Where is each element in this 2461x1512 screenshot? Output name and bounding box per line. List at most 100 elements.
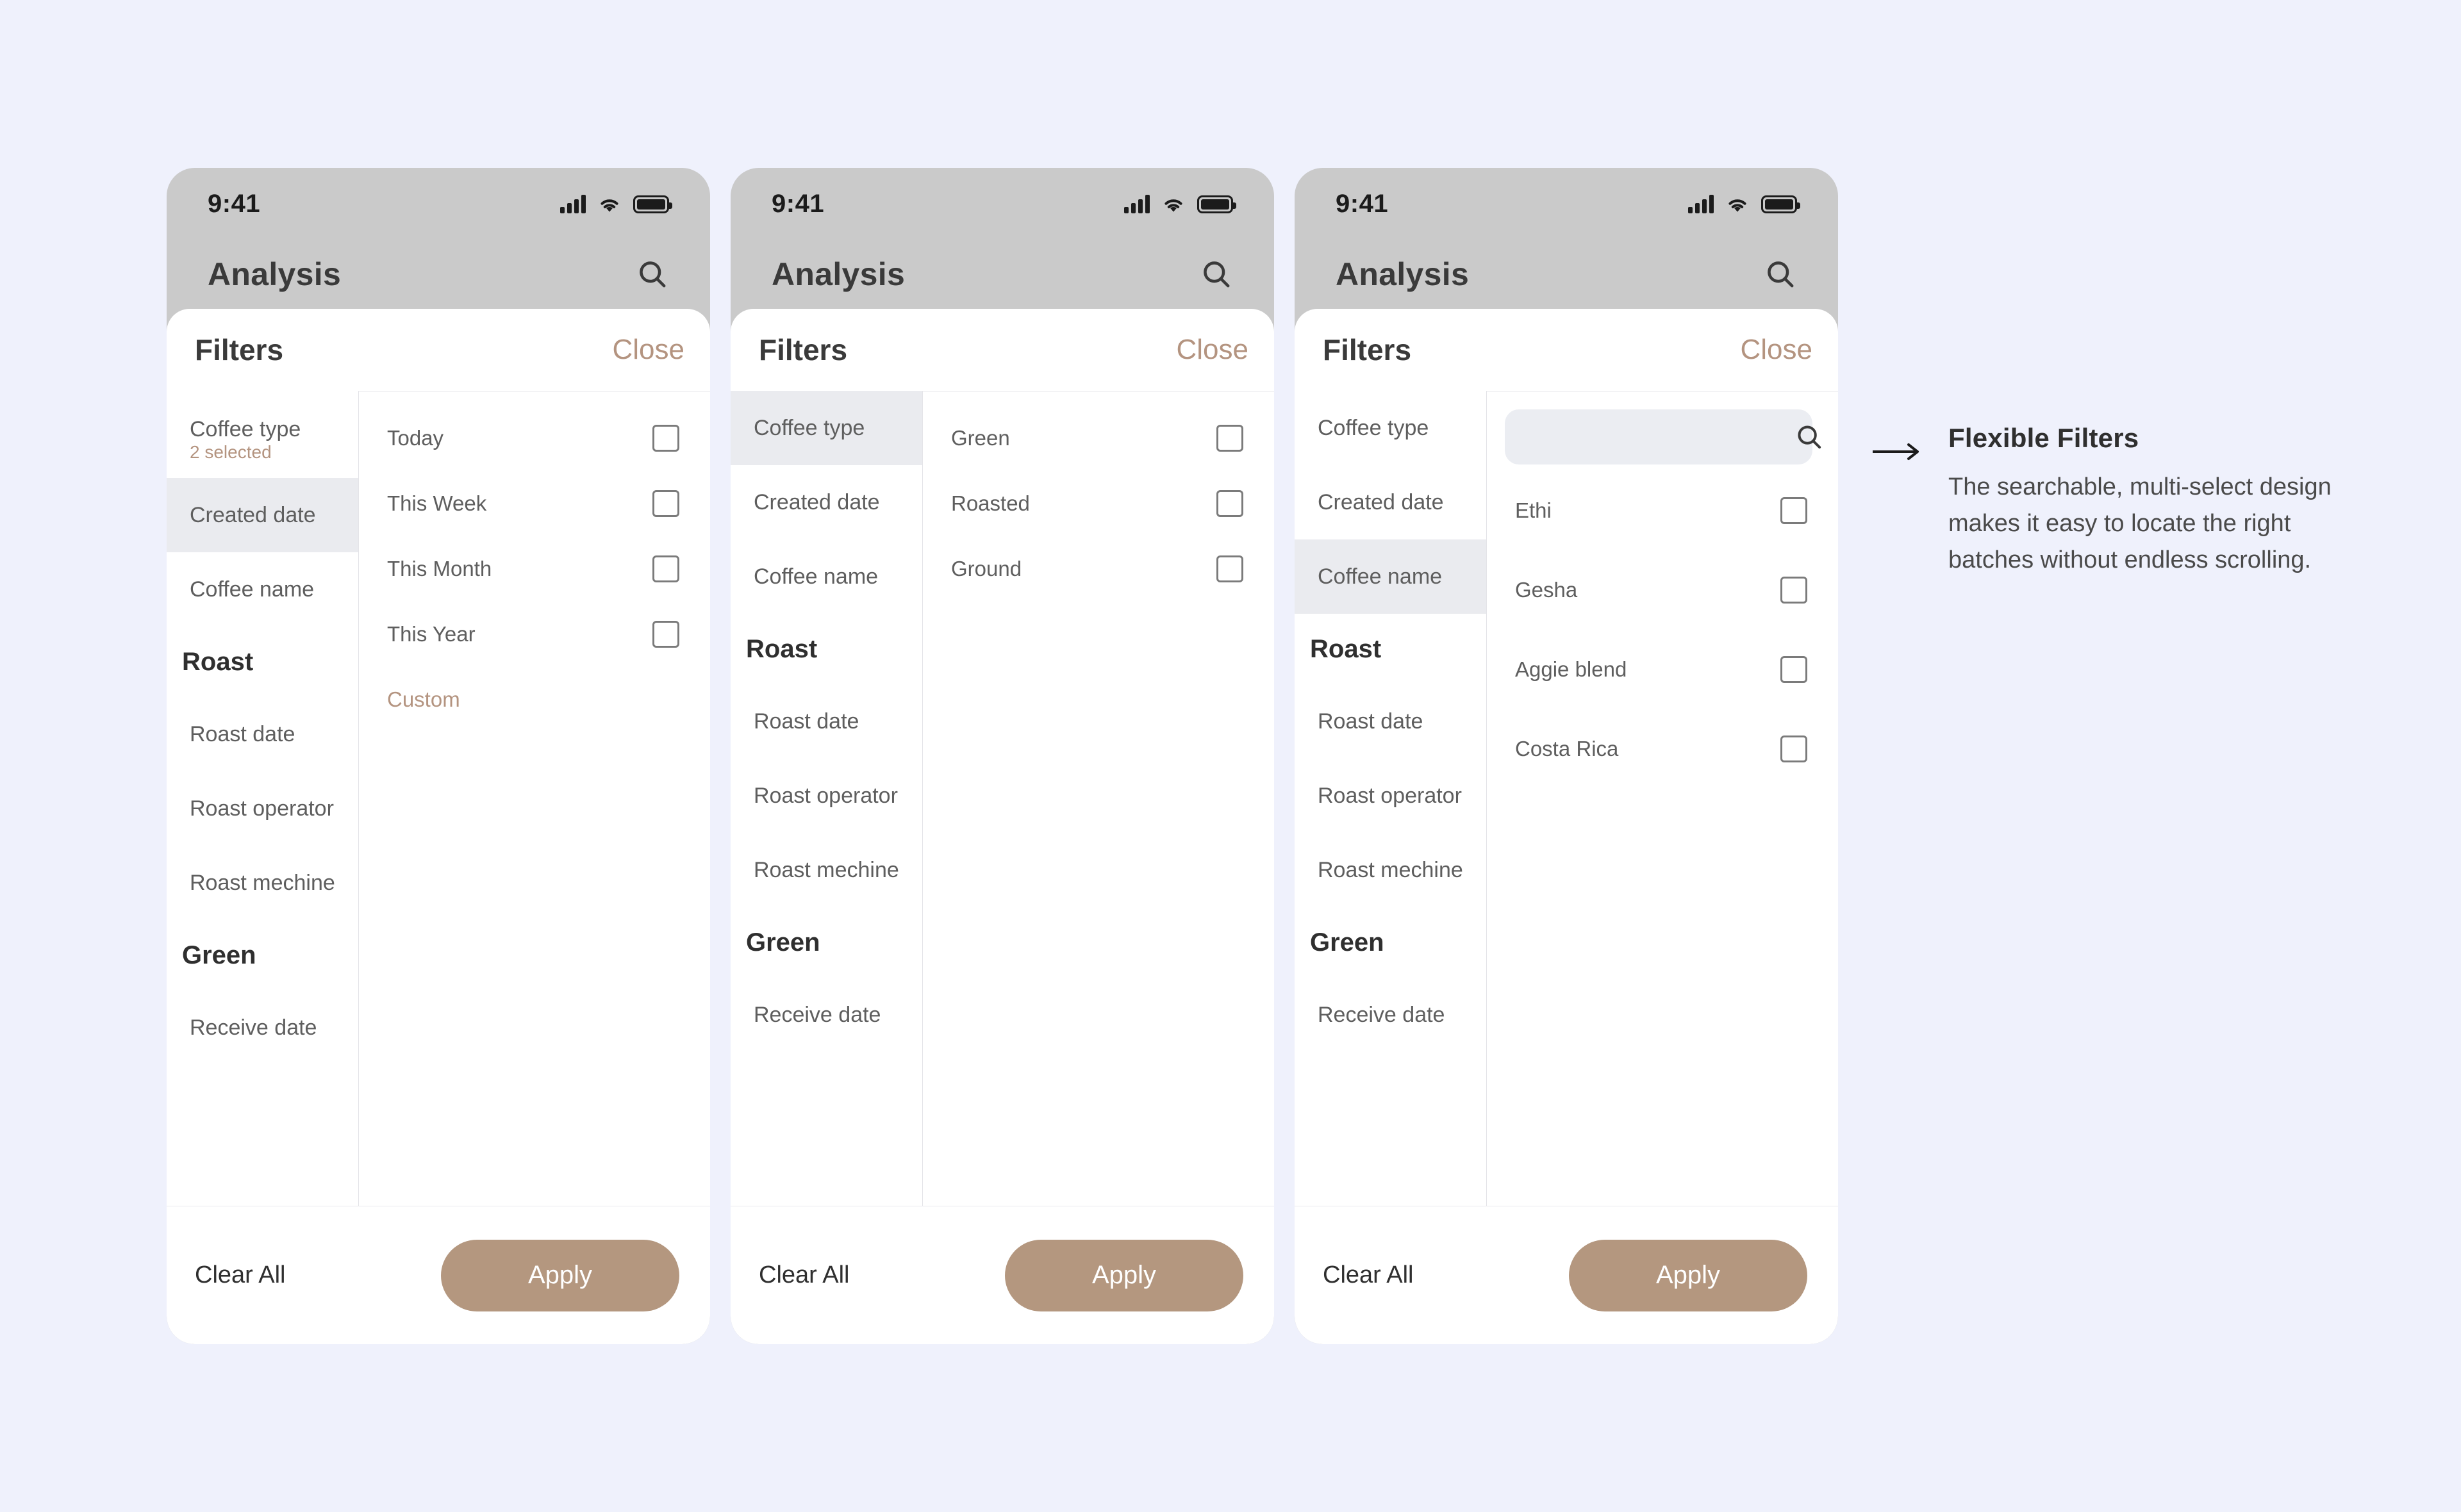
option-row-aggie-blend[interactable]: Aggie blend	[1487, 630, 1838, 709]
group-header-green: Green	[182, 941, 256, 969]
option-row-custom[interactable]: Custom	[359, 667, 710, 732]
sidebar-item-label: Receive date	[190, 1015, 317, 1040]
option-row-today[interactable]: Today	[359, 406, 710, 471]
page-title: Analysis	[1336, 256, 1470, 292]
search-icon[interactable]	[636, 258, 669, 291]
search-icon[interactable]	[1200, 258, 1233, 291]
option-label: Roasted	[951, 491, 1030, 515]
sidebar-item-label: Created date	[190, 502, 316, 527]
option-list-2[interactable]: Green Roasted Ground	[923, 391, 1274, 1206]
option-label: Gesha	[1515, 578, 1578, 602]
sidebar-item-roast-date[interactable]: Roast date	[167, 697, 358, 771]
option-row-ground[interactable]: Ground	[923, 536, 1274, 602]
search-input[interactable]	[1523, 424, 1794, 450]
sidebar-item-roast-operator[interactable]: Roast operator	[731, 759, 922, 833]
option-row-gesha[interactable]: Gesha	[1487, 550, 1838, 630]
checkbox-green[interactable]	[1216, 425, 1243, 452]
sidebar-item-receive-date[interactable]: Receive date	[167, 990, 358, 1065]
sidebar-item-coffee-name[interactable]: Coffee name	[1295, 539, 1486, 614]
battery-full-icon	[1761, 195, 1800, 213]
category-list-1[interactable]: Coffee type 2 selected Created date Coff…	[167, 391, 359, 1206]
checkbox-this-month[interactable]	[652, 555, 679, 582]
search-field[interactable]	[1505, 409, 1821, 464]
group-header-roast: Roast	[182, 647, 254, 676]
sidebar-item-roast-mechine[interactable]: Roast mechine	[731, 833, 922, 907]
sidebar-item-coffee-type[interactable]: Coffee type	[167, 391, 358, 442]
search-icon[interactable]	[1764, 258, 1797, 291]
sidebar-item-label: Roast mechine	[190, 870, 335, 895]
sidebar-item-created-date[interactable]: Created date	[1295, 465, 1486, 539]
sidebar-item-label: Created date	[754, 489, 880, 514]
sidebar-item-roast-date[interactable]: Roast date	[731, 684, 922, 759]
sidebar-item-label: Roast date	[190, 721, 295, 746]
checkbox-aggie-blend[interactable]	[1780, 656, 1807, 683]
clear-all-button[interactable]: Clear All	[759, 1261, 850, 1288]
sidebar-item-coffee-type[interactable]: Coffee type	[1295, 391, 1486, 465]
search-icon[interactable]	[1794, 422, 1824, 452]
sidebar-item-label: Coffee type	[190, 417, 301, 441]
phone-mockup-3: 9:41 Analysis Filters Close	[1295, 168, 1838, 1344]
option-row-roasted[interactable]: Roasted	[923, 471, 1274, 536]
clear-all-button[interactable]: Clear All	[195, 1261, 286, 1288]
apply-button[interactable]: Apply	[441, 1239, 679, 1311]
sidebar-item-coffee-type[interactable]: Coffee type	[731, 391, 922, 465]
checkbox-this-week[interactable]	[652, 490, 679, 517]
sidebar-item-coffee-name[interactable]: Coffee name	[731, 539, 922, 614]
option-row-this-year[interactable]: This Year	[359, 602, 710, 667]
sidebar-item-label: Receive date	[1318, 1002, 1445, 1027]
close-button[interactable]: Close	[1176, 334, 1249, 365]
sheet-footer-2: Clear All Apply	[731, 1206, 1274, 1344]
group-header-green: Green	[746, 928, 820, 957]
battery-full-icon	[1197, 195, 1236, 213]
sidebar-item-coffee-name[interactable]: Coffee name	[167, 552, 358, 627]
clear-all-button[interactable]: Clear All	[1323, 1261, 1414, 1288]
sidebar-item-label: Roast operator	[1318, 783, 1462, 808]
option-row-green[interactable]: Green	[923, 406, 1274, 471]
checkbox-this-year[interactable]	[652, 621, 679, 648]
option-row-this-month[interactable]: This Month	[359, 536, 710, 602]
annotation-text: Flexible Filters The searchable, multi-s…	[1948, 423, 2358, 579]
sidebar-item-roast-operator[interactable]: Roast operator	[167, 771, 358, 846]
apply-button[interactable]: Apply	[1569, 1239, 1807, 1311]
checkbox-gesha[interactable]	[1780, 577, 1807, 604]
sidebar-item-label: Roast date	[1318, 709, 1423, 734]
close-button[interactable]: Close	[612, 334, 685, 365]
coffee-type-selected-count: 2 selected	[190, 442, 272, 462]
option-label: This Week	[387, 491, 487, 515]
sheet-title: Filters	[1323, 333, 1412, 366]
sidebar-item-receive-date[interactable]: Receive date	[1295, 978, 1486, 1052]
option-row-costa-rica[interactable]: Costa Rica	[1487, 709, 1838, 789]
option-row-ethi[interactable]: Ethi	[1487, 471, 1838, 550]
option-row-this-week[interactable]: This Week	[359, 471, 710, 536]
sheet-title: Filters	[195, 333, 284, 366]
checkbox-costa-rica[interactable]	[1780, 735, 1807, 762]
group-header-roast: Roast	[1310, 634, 1382, 663]
sidebar-item-roast-mechine[interactable]: Roast mechine	[1295, 833, 1486, 907]
sheet-footer-1: Clear All Apply	[167, 1206, 710, 1344]
category-list-3[interactable]: Coffee type Created date Coffee name Roa…	[1295, 391, 1487, 1206]
apply-button[interactable]: Apply	[1005, 1239, 1243, 1311]
checkbox-ethi[interactable]	[1780, 497, 1807, 524]
cellular-signal-icon	[1124, 194, 1150, 213]
close-button[interactable]: Close	[1740, 334, 1813, 365]
status-bar: 9:41	[731, 168, 1274, 240]
sheet-body-2: Coffee type Created date Coffee name Roa…	[731, 391, 1274, 1206]
checkbox-roasted[interactable]	[1216, 490, 1243, 517]
sidebar-item-roast-date[interactable]: Roast date	[1295, 684, 1486, 759]
sidebar-item-roast-operator[interactable]: Roast operator	[1295, 759, 1486, 833]
sidebar-item-receive-date[interactable]: Receive date	[731, 978, 922, 1052]
option-list-3[interactable]: Ethi Gesha Aggie blend Costa Rica	[1487, 391, 1838, 1206]
category-list-2[interactable]: Coffee type Created date Coffee name Roa…	[731, 391, 923, 1206]
wifi-icon	[1728, 199, 1746, 212]
sidebar-item-created-date[interactable]: Created date	[731, 465, 922, 539]
checkbox-today[interactable]	[652, 425, 679, 452]
app-bar-2: Analysis	[731, 240, 1274, 309]
arrow-right-icon	[1871, 423, 1923, 579]
sheet-header-1: Filters Close	[167, 309, 710, 391]
checkbox-ground[interactable]	[1216, 555, 1243, 582]
option-list-1[interactable]: Today This Week This Month This Year	[359, 391, 710, 1206]
sidebar-item-created-date[interactable]: Created date	[167, 478, 358, 552]
filters-sheet-2: Filters Close Coffee type Created date C…	[731, 309, 1274, 1344]
sidebar-item-roast-mechine[interactable]: Roast mechine	[167, 846, 358, 920]
